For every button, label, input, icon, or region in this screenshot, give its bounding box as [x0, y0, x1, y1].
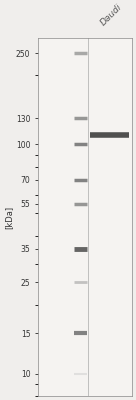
Y-axis label: [kDa]: [kDa]	[4, 206, 13, 229]
Text: Daudi: Daudi	[99, 3, 124, 28]
